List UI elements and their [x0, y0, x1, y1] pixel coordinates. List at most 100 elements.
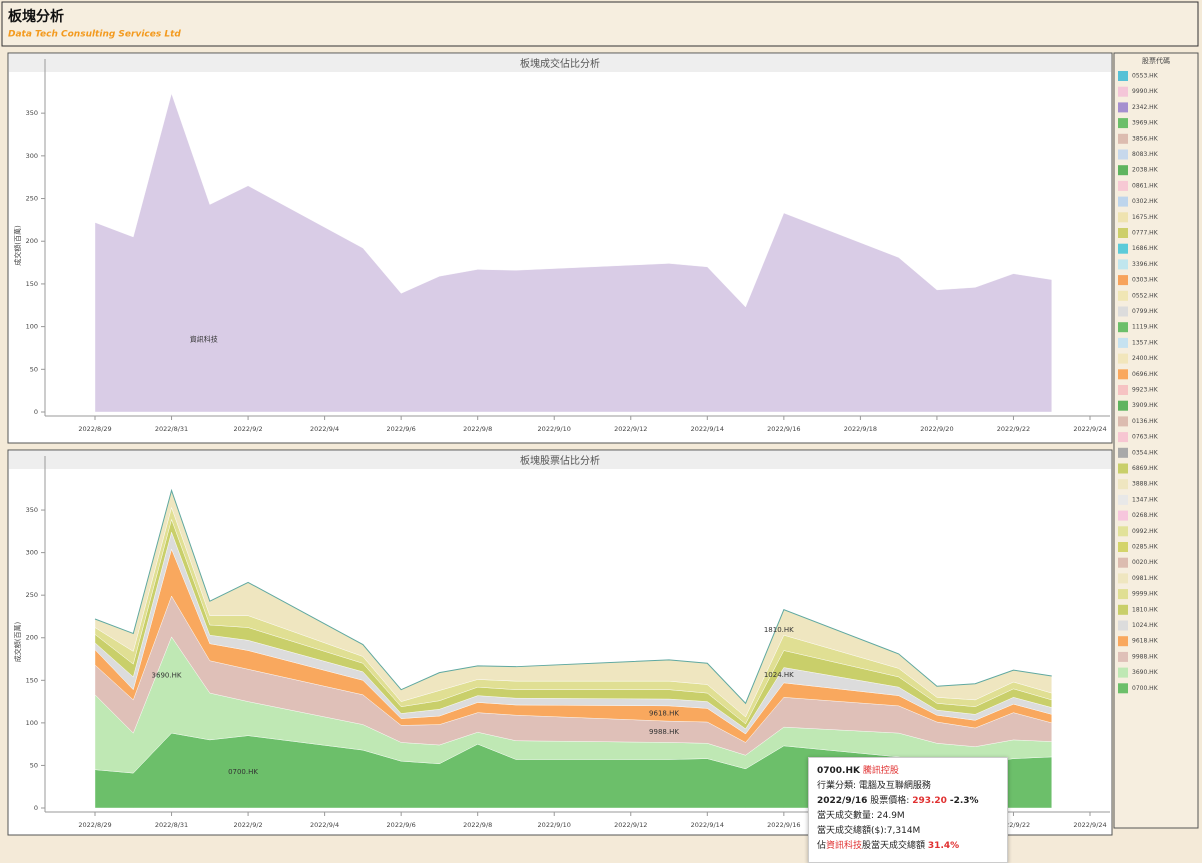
legend-label: 0552.HK [1132, 292, 1159, 299]
legend-swatch [1118, 306, 1128, 317]
legend-label: 0553.HK [1132, 73, 1159, 80]
y-tick-label: 300 [26, 152, 38, 160]
legend-swatch [1118, 526, 1128, 537]
legend-swatch [1118, 369, 1128, 380]
legend-label: 8083.HK [1132, 151, 1159, 158]
x-tick-label: 2022/9/4 [310, 425, 339, 433]
legend-swatch [1118, 683, 1128, 694]
legend-swatch [1118, 322, 1128, 333]
legend-swatch [1118, 636, 1128, 647]
legend-swatch [1118, 243, 1128, 254]
legend-label: 0136.HK [1132, 418, 1159, 425]
x-tick-label: 2022/9/4 [310, 821, 339, 829]
legend-label: 0302.HK [1132, 198, 1159, 205]
y-tick-label: 0 [34, 804, 38, 812]
x-tick-label: 2022/9/22 [997, 821, 1030, 829]
y-tick-label: 250 [26, 591, 38, 599]
y-tick-label: 350 [26, 109, 38, 117]
legend-swatch [1118, 416, 1128, 427]
tooltip-industry: 行業分類: 電腦及互聯網服務 [817, 781, 931, 791]
series-label: 0700.HK [228, 768, 258, 776]
series-label: 1024.HK [764, 671, 794, 679]
x-tick-label: 2022/9/14 [691, 821, 724, 829]
tooltip-share-mid: 股當天成交總額 [862, 841, 926, 851]
legend-swatch [1118, 542, 1128, 552]
legend-label: 3888.HK [1132, 481, 1159, 488]
legend-label: 0285.HK [1132, 544, 1159, 551]
legend-label: 1347.HK [1132, 496, 1159, 503]
legend-label: 3856.HK [1132, 135, 1159, 142]
legend-swatch [1118, 385, 1128, 395]
x-tick-label: 2022/9/18 [844, 425, 877, 433]
legend-swatch [1118, 118, 1128, 129]
legend-label: 3396.HK [1132, 261, 1159, 268]
y-tick-label: 100 [26, 719, 38, 727]
legend-label: 0354.HK [1132, 449, 1159, 456]
legend-swatch [1118, 133, 1128, 144]
x-tick-label: 2022/9/24 [1073, 821, 1106, 829]
legend-swatch [1118, 290, 1128, 301]
y-axis-label: 成交額(百萬) [13, 225, 22, 266]
legend-label: 1675.HK [1132, 214, 1159, 221]
legend-label: 1024.HK [1132, 622, 1159, 629]
series-label: 1810.HK [764, 626, 794, 634]
tooltip-name: 騰訊控股 [862, 766, 899, 776]
legend-swatch [1118, 667, 1128, 678]
legend-label: 6869.HK [1132, 465, 1159, 472]
y-tick-label: 250 [26, 195, 38, 203]
tooltip-share: 31.4% [927, 841, 960, 851]
legend-label: 2400.HK [1132, 355, 1159, 362]
x-tick-label: 2022/9/6 [387, 425, 416, 433]
x-tick-label: 2022/9/24 [1073, 425, 1106, 433]
legend-swatch [1118, 196, 1128, 207]
series-label: 3690.HK [152, 671, 182, 679]
tooltip-code: 0700.HK [817, 766, 860, 776]
chart-title: 板塊股票佔比分析 [520, 454, 600, 467]
legend-label: 3909.HK [1132, 402, 1159, 409]
x-tick-label: 2022/8/31 [155, 821, 188, 829]
legend-swatch [1118, 604, 1128, 615]
legend-swatch [1118, 165, 1128, 176]
legend-label: 0763.HK [1132, 434, 1159, 441]
tooltip-price-label: 股票價格: [870, 796, 910, 806]
legend-swatch [1118, 212, 1128, 223]
tooltip-change: -2.3% [949, 796, 979, 806]
x-tick-label: 2022/9/14 [691, 425, 724, 433]
legend-label: 0992.HK [1132, 528, 1159, 535]
title-bar [9, 54, 1111, 72]
legend-label: 2038.HK [1132, 167, 1159, 174]
legend-label: 0861.HK [1132, 182, 1159, 189]
legend-label: 0303.HK [1132, 277, 1159, 284]
legend-label: 0696.HK [1132, 371, 1159, 378]
legend-label: 0020.HK [1132, 559, 1159, 566]
tooltip-share-prefix: 佔 [817, 841, 827, 851]
legend-swatch [1118, 353, 1128, 364]
legend-label: 9988.HK [1132, 653, 1159, 660]
tooltip-sector: 資訊科技 [826, 841, 863, 851]
legend-label: 9999.HK [1132, 591, 1159, 598]
tooltip-date: 2022/9/16 [817, 796, 868, 806]
legend-swatch [1118, 149, 1128, 160]
legend-swatch [1118, 447, 1128, 458]
legend-label: 0700.HK [1132, 685, 1159, 692]
series-label: 資訊科技 [190, 334, 218, 343]
legend-swatch [1118, 275, 1128, 286]
header-box [1, 1, 1199, 47]
legend-label: 2342.HK [1132, 104, 1159, 111]
x-tick-label: 2022/9/16 [767, 425, 800, 433]
tooltip-price: 293.20 [912, 796, 947, 806]
legend-label: 9923.HK [1132, 387, 1159, 394]
legend-swatch [1118, 102, 1128, 113]
legend-swatch [1118, 510, 1128, 521]
y-axis-label: 成交額(百萬) [13, 622, 22, 663]
y-tick-label: 0 [34, 408, 38, 416]
legend-label: 0799.HK [1132, 308, 1159, 315]
legend-label: 9990.HK [1132, 88, 1159, 95]
x-tick-label: 2022/9/10 [538, 425, 571, 433]
x-tick-label: 2022/8/29 [78, 821, 111, 829]
legend-label: 1357.HK [1132, 339, 1159, 346]
legend-swatch [1118, 557, 1128, 568]
x-tick-label: 2022/9/10 [538, 821, 571, 829]
legend-swatch [1118, 180, 1128, 191]
